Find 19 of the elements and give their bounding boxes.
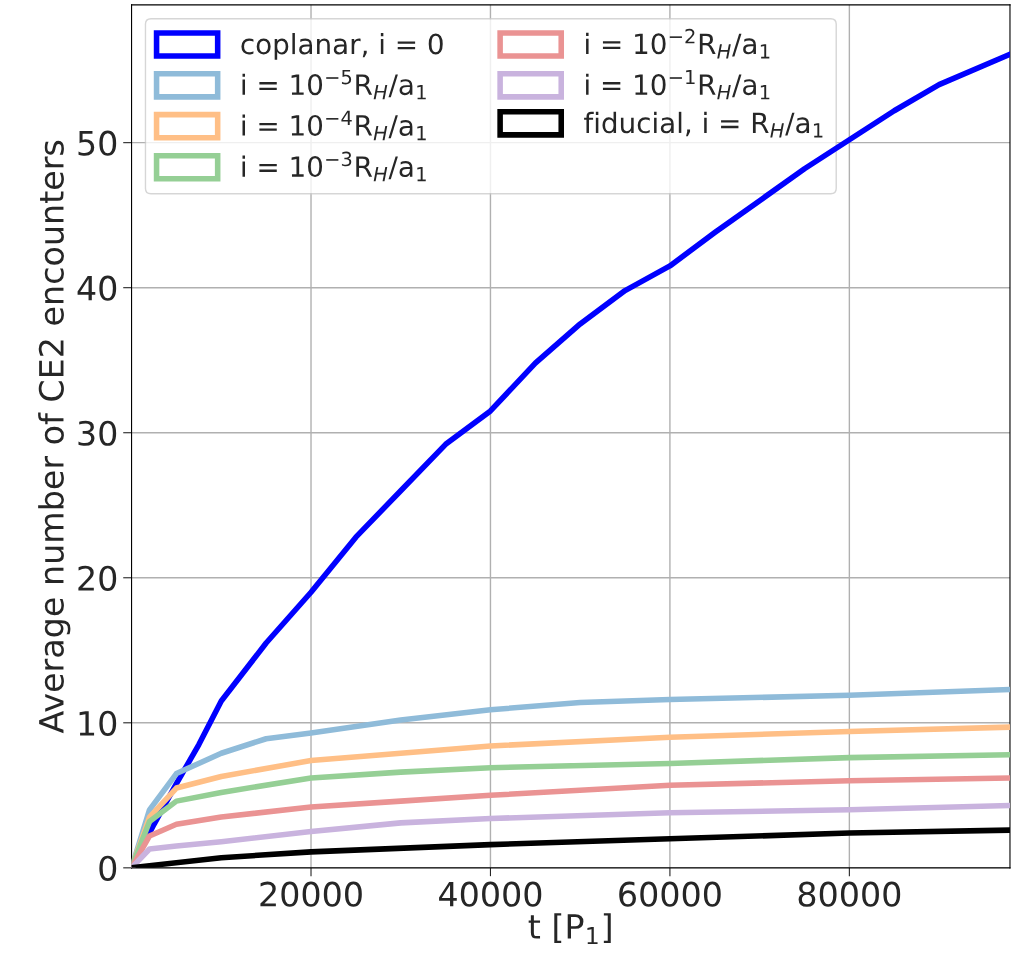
legend-label: i = 10$^{−4}$R$_{H}$/a$_{1}$ (242, 110, 426, 141)
x-axis-title: t [P$_{1}$] (528, 913, 611, 945)
legend-label: coplanar, i = 0 (241, 32, 443, 60)
legend-label: fiducial, i = R$_{H}$/a$_{1}$ (584, 111, 823, 138)
x-tick-label: 40000 (439, 881, 542, 907)
legend-label: i = 10$^{−2}$R$_{H}$/a$_{1}$ (586, 28, 770, 59)
y-tick-label: 30 (78, 420, 117, 446)
y-tick-label: 40 (77, 275, 117, 301)
y-tick-label: 20 (78, 565, 117, 591)
legend-label: i = 10$^{−3}$R$_{H}$/a$_{1}$ (242, 151, 426, 182)
y-tick-label: 50 (78, 130, 117, 156)
legend-label: i = 10$^{−1}$R$_{H}$/a$_{1}$ (586, 69, 770, 100)
y-tick-label: 10 (79, 710, 117, 736)
x-tick-label: 20000 (260, 881, 362, 907)
y-tick-label: 0 (99, 855, 117, 881)
legend-label: i = 10$^{−5}$R$_{H}$/a$_{1}$ (242, 69, 426, 100)
y-axis-title: Average number of CE2 encounters (38, 140, 71, 734)
x-tick-label: 80000 (798, 881, 901, 907)
x-tick-label: 60000 (619, 881, 721, 907)
